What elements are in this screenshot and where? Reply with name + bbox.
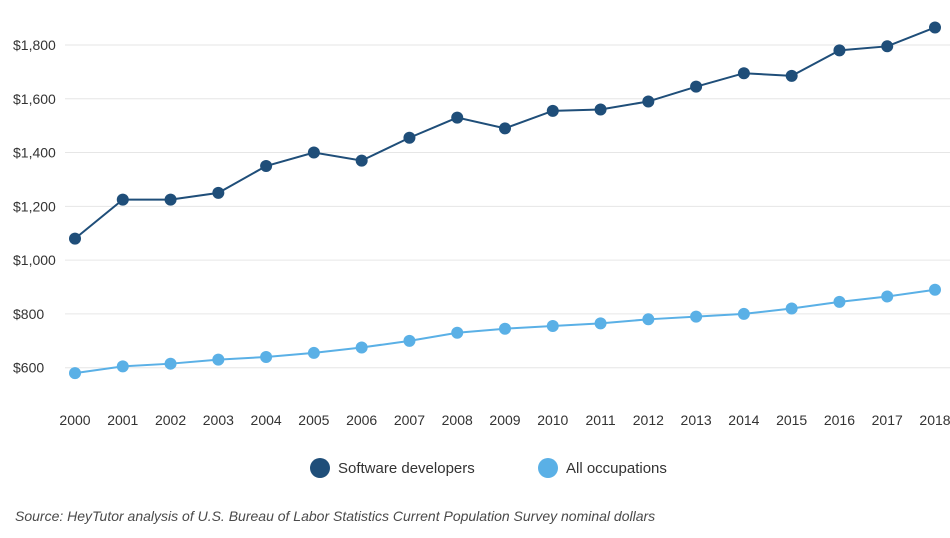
x-axis-tick-label: 2004 bbox=[251, 412, 282, 428]
series-marker bbox=[595, 317, 607, 329]
y-axis-tick-label: $1,800 bbox=[13, 37, 56, 53]
series-marker bbox=[642, 95, 654, 107]
series-marker bbox=[403, 335, 415, 347]
x-axis-tick-label: 2002 bbox=[155, 412, 186, 428]
series-marker bbox=[212, 354, 224, 366]
series-marker bbox=[738, 308, 750, 320]
x-axis-tick-label: 2003 bbox=[203, 412, 234, 428]
series-marker bbox=[356, 155, 368, 167]
chart-canvas: $600 $800 $1,000 $1,200 $1,400 $1,600 $1,800 20… bbox=[0, 0, 950, 538]
y-axis-tick-label: $1,400 bbox=[13, 145, 56, 161]
x-axis-tick-label: 2000 bbox=[59, 412, 90, 428]
x-axis-tick-label: 2007 bbox=[394, 412, 425, 428]
y-axis-tick-label: $1,000 bbox=[13, 252, 56, 268]
series-marker bbox=[786, 303, 798, 315]
x-axis-tick-label: 2011 bbox=[586, 412, 616, 428]
series-marker bbox=[308, 347, 320, 359]
series-marker bbox=[690, 311, 702, 323]
series-marker bbox=[308, 147, 320, 159]
series-marker bbox=[929, 284, 941, 296]
series-marker bbox=[212, 187, 224, 199]
series-marker bbox=[499, 122, 511, 134]
y-axis-tick-label: $600 bbox=[13, 360, 44, 376]
series-marker bbox=[403, 132, 415, 144]
x-axis-tick-label: 2006 bbox=[346, 412, 377, 428]
series-marker bbox=[117, 194, 129, 206]
series-marker bbox=[738, 67, 750, 79]
legend-label: All occupations bbox=[566, 460, 667, 477]
series-marker bbox=[595, 104, 607, 116]
series-marker bbox=[69, 367, 81, 379]
x-axis-tick-label: 2008 bbox=[442, 412, 473, 428]
x-axis-tick-label: 2012 bbox=[633, 412, 664, 428]
y-axis-tick-label: $1,600 bbox=[13, 91, 56, 107]
legend-marker bbox=[310, 458, 330, 478]
legend-label: Software developers bbox=[338, 460, 475, 477]
series-marker bbox=[833, 296, 845, 308]
series-marker bbox=[451, 327, 463, 339]
series-marker bbox=[642, 313, 654, 325]
series-marker bbox=[929, 21, 941, 33]
x-axis-tick-label: 2016 bbox=[824, 412, 855, 428]
series-marker bbox=[547, 105, 559, 117]
x-axis-tick-label: 2005 bbox=[298, 412, 329, 428]
x-axis-tick-label: 2014 bbox=[728, 412, 759, 428]
series-marker bbox=[881, 290, 893, 302]
legend-marker bbox=[538, 458, 558, 478]
series-marker bbox=[117, 360, 129, 372]
y-axis-tick-label: $800 bbox=[13, 306, 44, 322]
series-marker bbox=[881, 40, 893, 52]
series-marker bbox=[165, 358, 177, 370]
x-axis-tick-label: 2010 bbox=[537, 412, 568, 428]
series-marker bbox=[260, 160, 272, 172]
line-chart: $600 $800 $1,000 $1,200 $1,400 $1,600 $1,800 20… bbox=[0, 0, 950, 538]
series-marker bbox=[451, 112, 463, 124]
x-axis-tick-label: 2013 bbox=[681, 412, 712, 428]
series-marker bbox=[69, 233, 81, 245]
y-axis-tick-label: $1,200 bbox=[13, 198, 56, 214]
series-marker bbox=[786, 70, 798, 82]
x-axis-tick-label: 2018 bbox=[919, 412, 950, 428]
x-axis-tick-label: 2015 bbox=[776, 412, 807, 428]
series-marker bbox=[356, 342, 368, 354]
series-marker bbox=[260, 351, 272, 363]
x-axis-tick-label: 2001 bbox=[107, 412, 138, 428]
chart-source-note: Source: HeyTutor analysis of U.S. Bureau… bbox=[15, 508, 655, 524]
series-marker bbox=[690, 81, 702, 93]
series-marker bbox=[499, 323, 511, 335]
x-axis-tick-label: 2017 bbox=[872, 412, 903, 428]
x-axis-tick-label: 2009 bbox=[489, 412, 520, 428]
series-marker bbox=[547, 320, 559, 332]
series-marker bbox=[165, 194, 177, 206]
series-marker bbox=[833, 44, 845, 56]
